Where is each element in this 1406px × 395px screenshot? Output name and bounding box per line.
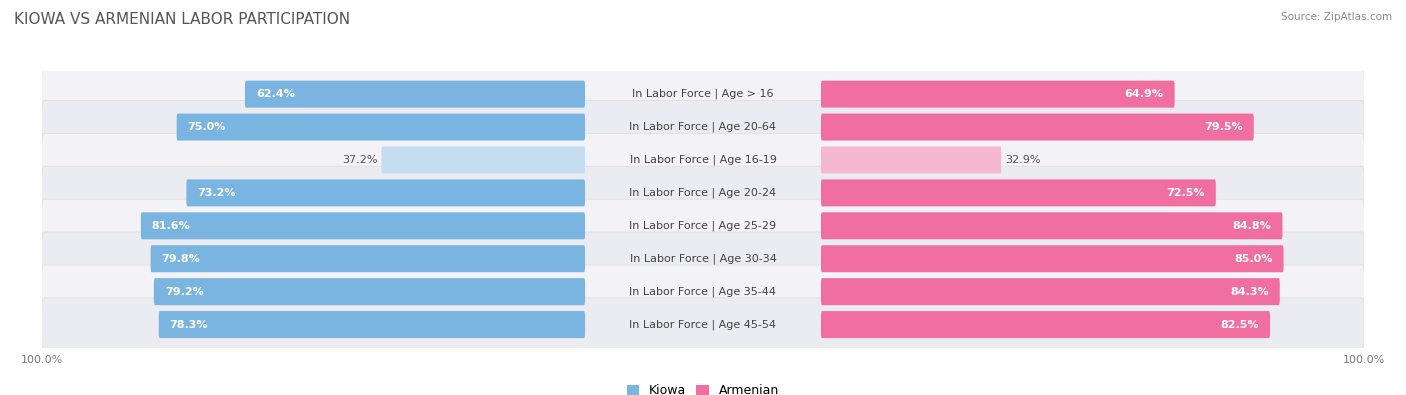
- FancyBboxPatch shape: [821, 114, 1254, 141]
- FancyBboxPatch shape: [821, 245, 1284, 272]
- Text: 84.3%: 84.3%: [1230, 287, 1268, 297]
- Text: 79.2%: 79.2%: [165, 287, 204, 297]
- FancyBboxPatch shape: [821, 311, 1270, 338]
- Text: 78.3%: 78.3%: [170, 320, 208, 329]
- Text: 79.5%: 79.5%: [1204, 122, 1243, 132]
- Text: 37.2%: 37.2%: [342, 155, 377, 165]
- Text: 32.9%: 32.9%: [1005, 155, 1040, 165]
- Text: In Labor Force | Age 30-34: In Labor Force | Age 30-34: [630, 254, 776, 264]
- FancyBboxPatch shape: [42, 134, 1364, 187]
- Text: 62.4%: 62.4%: [256, 89, 295, 99]
- FancyBboxPatch shape: [821, 213, 1282, 239]
- FancyBboxPatch shape: [177, 114, 585, 141]
- Text: In Labor Force | Age 16-19: In Labor Force | Age 16-19: [630, 155, 776, 165]
- FancyBboxPatch shape: [159, 311, 585, 338]
- FancyBboxPatch shape: [150, 245, 585, 272]
- Text: Source: ZipAtlas.com: Source: ZipAtlas.com: [1281, 12, 1392, 22]
- Text: 73.2%: 73.2%: [197, 188, 236, 198]
- FancyBboxPatch shape: [42, 100, 1364, 154]
- FancyBboxPatch shape: [821, 278, 1279, 305]
- Text: In Labor Force | Age 35-44: In Labor Force | Age 35-44: [630, 286, 776, 297]
- Text: 85.0%: 85.0%: [1234, 254, 1272, 264]
- Text: In Labor Force | Age 20-24: In Labor Force | Age 20-24: [630, 188, 776, 198]
- FancyBboxPatch shape: [245, 81, 585, 108]
- FancyBboxPatch shape: [141, 213, 585, 239]
- Text: 81.6%: 81.6%: [152, 221, 191, 231]
- FancyBboxPatch shape: [42, 166, 1364, 220]
- Text: KIOWA VS ARMENIAN LABOR PARTICIPATION: KIOWA VS ARMENIAN LABOR PARTICIPATION: [14, 12, 350, 27]
- Text: 75.0%: 75.0%: [187, 122, 226, 132]
- FancyBboxPatch shape: [381, 147, 585, 173]
- Text: 84.8%: 84.8%: [1233, 221, 1271, 231]
- Text: 82.5%: 82.5%: [1220, 320, 1260, 329]
- FancyBboxPatch shape: [42, 68, 1364, 121]
- FancyBboxPatch shape: [187, 179, 585, 206]
- FancyBboxPatch shape: [821, 81, 1174, 108]
- Text: 64.9%: 64.9%: [1125, 89, 1164, 99]
- Text: In Labor Force | Age > 16: In Labor Force | Age > 16: [633, 89, 773, 100]
- FancyBboxPatch shape: [153, 278, 585, 305]
- Text: In Labor Force | Age 25-29: In Labor Force | Age 25-29: [630, 220, 776, 231]
- FancyBboxPatch shape: [42, 232, 1364, 285]
- Text: 79.8%: 79.8%: [162, 254, 200, 264]
- Legend: Kiowa, Armenian: Kiowa, Armenian: [621, 379, 785, 395]
- FancyBboxPatch shape: [42, 199, 1364, 252]
- Text: In Labor Force | Age 20-64: In Labor Force | Age 20-64: [630, 122, 776, 132]
- Text: 72.5%: 72.5%: [1167, 188, 1205, 198]
- FancyBboxPatch shape: [42, 298, 1364, 351]
- FancyBboxPatch shape: [821, 179, 1216, 206]
- FancyBboxPatch shape: [42, 265, 1364, 318]
- Text: In Labor Force | Age 45-54: In Labor Force | Age 45-54: [630, 319, 776, 330]
- FancyBboxPatch shape: [821, 147, 1001, 173]
